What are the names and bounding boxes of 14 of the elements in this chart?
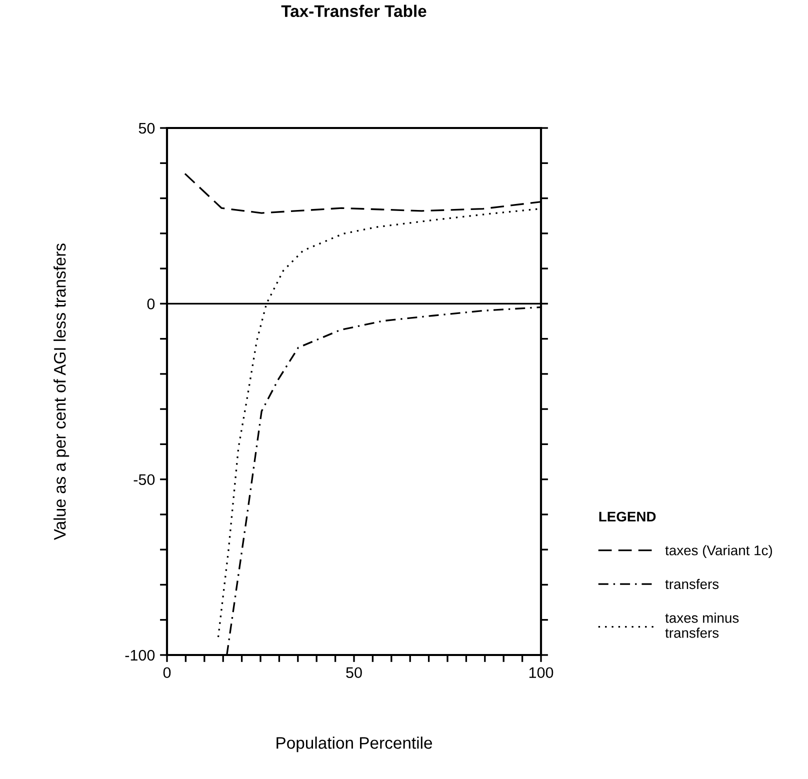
legend-label: taxes (Variant 1c): [665, 545, 772, 558]
y-tick-label: 0: [147, 298, 155, 310]
y-tick-label: -100: [125, 650, 155, 661]
y-tick-label: 50: [138, 122, 155, 134]
y-axis-title: Value as a per cent of AGI less transfers: [54, 244, 70, 540]
y-tick-label: -50: [134, 474, 155, 486]
x-tick-label: 0: [163, 667, 171, 678]
legend-label: taxes minus transfers: [665, 612, 739, 638]
x-tick-label: 100: [529, 667, 554, 678]
chart-title: Tax-Transfer Table: [281, 4, 426, 18]
legend-label: transfers: [665, 578, 719, 590]
x-tick-label: 50: [346, 667, 362, 678]
legend-title: LEGEND: [599, 512, 656, 522]
x-axis-title: Population Percentile: [276, 736, 432, 752]
